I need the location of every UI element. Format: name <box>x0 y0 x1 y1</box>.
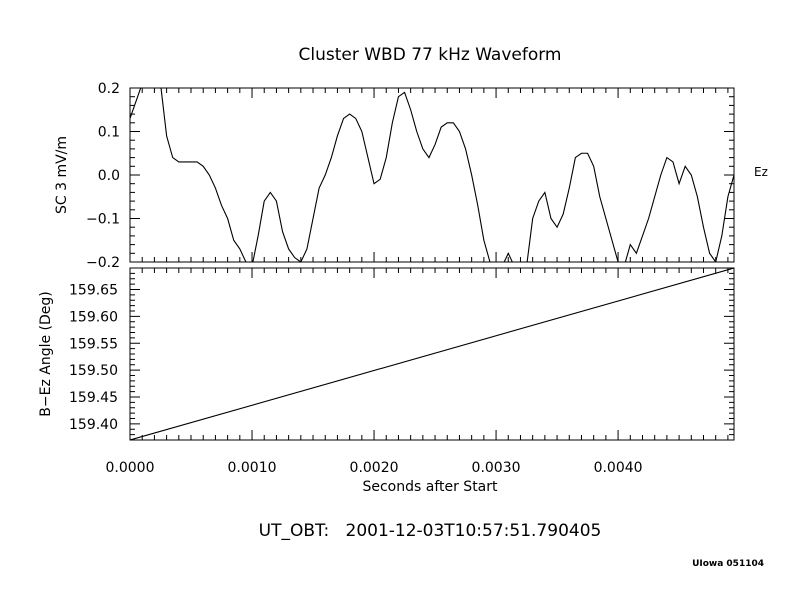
angle-y-tick-labels: 159.65 159.60 159.55 159.50 159.45 159.40 <box>69 283 118 433</box>
angle-line <box>130 268 734 440</box>
ez-y-tick-label: 0.2 <box>98 81 120 97</box>
ez-y-tick-label: −0.1 <box>86 212 120 228</box>
angle-tick-marks <box>129 267 734 441</box>
x-tick-labels: 0.0000 0.0010 0.0020 0.0030 0.0040 <box>106 460 643 476</box>
utc-timestamp: UT_OBT: 2001-12-03T10:57:51.790405 <box>259 521 602 541</box>
x-tick-label: 0.0010 <box>228 460 277 476</box>
ez-series-label: Ez <box>754 165 768 179</box>
angle-y-tick-label: 159.50 <box>69 363 118 379</box>
angle-y-tick-label: 159.60 <box>69 309 118 325</box>
credit-label: UIowa 051104 <box>692 559 764 569</box>
ez-waveform-line <box>130 88 734 262</box>
ez-y-tick-label: 0.1 <box>98 125 120 141</box>
angle-y-axis-label: B−Ez Angle (Deg) <box>38 291 54 416</box>
ez-waveform-panel: 0.2 0.1 0.0 −0.1 −0.2 SC 3 mV/m Ez <box>54 81 768 271</box>
ez-tick-marks <box>129 87 734 263</box>
x-tick-label: 0.0000 <box>106 460 155 476</box>
angle-y-tick-label: 159.45 <box>69 390 118 406</box>
x-tick-label: 0.0030 <box>472 460 521 476</box>
angle-y-tick-label: 159.40 <box>69 417 118 433</box>
ez-y-tick-label: −0.2 <box>86 255 120 271</box>
ez-y-tick-labels: 0.2 0.1 0.0 −0.1 −0.2 <box>86 81 120 271</box>
angle-y-tick-label: 159.55 <box>69 336 118 352</box>
x-axis-label: Seconds after Start <box>362 479 498 495</box>
ez-y-axis-label: SC 3 mV/m <box>54 136 70 214</box>
angle-panel: 159.65 159.60 159.55 159.50 159.45 159.40 0.0… <box>38 267 735 495</box>
x-tick-label: 0.0020 <box>350 460 399 476</box>
figure-title: Cluster WBD 77 kHz Waveform <box>299 45 562 65</box>
angle-y-tick-label: 159.65 <box>69 283 118 299</box>
ez-y-tick-label: 0.0 <box>98 168 120 184</box>
x-tick-label: 0.0040 <box>594 460 643 476</box>
